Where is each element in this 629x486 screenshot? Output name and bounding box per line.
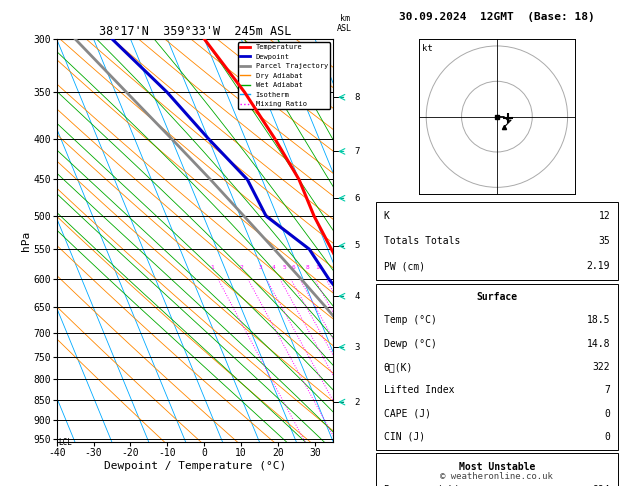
- Text: 30.09.2024  12GMT  (Base: 18): 30.09.2024 12GMT (Base: 18): [399, 12, 595, 22]
- Text: 18.5: 18.5: [587, 315, 610, 325]
- X-axis label: Dewpoint / Temperature (°C): Dewpoint / Temperature (°C): [104, 461, 286, 470]
- Text: 0: 0: [604, 409, 610, 418]
- Text: Temp (°C): Temp (°C): [384, 315, 437, 325]
- Bar: [376, 202, 618, 280]
- Text: LCL: LCL: [58, 438, 72, 447]
- Text: 3: 3: [354, 343, 360, 352]
- Text: © weatheronline.co.uk: © weatheronline.co.uk: [440, 472, 554, 481]
- Text: 7: 7: [354, 147, 360, 156]
- Text: 12: 12: [598, 211, 610, 221]
- Bar: [376, 284, 618, 450]
- Text: 2.19: 2.19: [587, 261, 610, 271]
- Text: CAPE (J): CAPE (J): [384, 409, 431, 418]
- Text: Pressure (mb): Pressure (mb): [384, 485, 460, 486]
- Text: 4: 4: [272, 265, 276, 270]
- Legend: Temperature, Dewpoint, Parcel Trajectory, Dry Adiabat, Wet Adiabat, Isotherm, Mi: Temperature, Dewpoint, Parcel Trajectory…: [238, 42, 330, 109]
- Text: 8: 8: [306, 265, 310, 270]
- Text: 2: 2: [240, 265, 243, 270]
- Text: 6: 6: [291, 265, 295, 270]
- Text: Dewp (°C): Dewp (°C): [384, 339, 437, 348]
- Text: 322: 322: [593, 362, 610, 372]
- Text: 4: 4: [354, 292, 360, 301]
- Text: PW (cm): PW (cm): [384, 261, 425, 271]
- Text: kt: kt: [422, 44, 433, 52]
- Text: 35: 35: [598, 236, 610, 246]
- Text: 0: 0: [604, 432, 610, 442]
- Text: Totals Totals: Totals Totals: [384, 236, 460, 246]
- Text: 14.8: 14.8: [587, 339, 610, 348]
- Text: Lifted Index: Lifted Index: [384, 385, 454, 395]
- Text: 2: 2: [354, 398, 360, 407]
- Text: θᴀ(K): θᴀ(K): [384, 362, 413, 372]
- Text: 5: 5: [354, 242, 360, 250]
- Text: 994: 994: [593, 485, 610, 486]
- Text: Most Unstable: Most Unstable: [459, 462, 535, 471]
- Text: 8: 8: [354, 93, 360, 102]
- Text: 1: 1: [210, 265, 214, 270]
- Text: 10: 10: [316, 265, 323, 270]
- Text: Surface: Surface: [476, 292, 518, 302]
- Y-axis label: hPa: hPa: [21, 230, 31, 251]
- Text: 6: 6: [354, 194, 360, 203]
- Bar: [376, 453, 618, 486]
- Text: km
ASL: km ASL: [337, 14, 352, 33]
- Text: 5: 5: [282, 265, 286, 270]
- Text: CIN (J): CIN (J): [384, 432, 425, 442]
- Text: K: K: [384, 211, 389, 221]
- Title: 38°17'N  359°33'W  245m ASL: 38°17'N 359°33'W 245m ASL: [99, 25, 291, 38]
- Text: 3: 3: [258, 265, 262, 270]
- Text: 7: 7: [604, 385, 610, 395]
